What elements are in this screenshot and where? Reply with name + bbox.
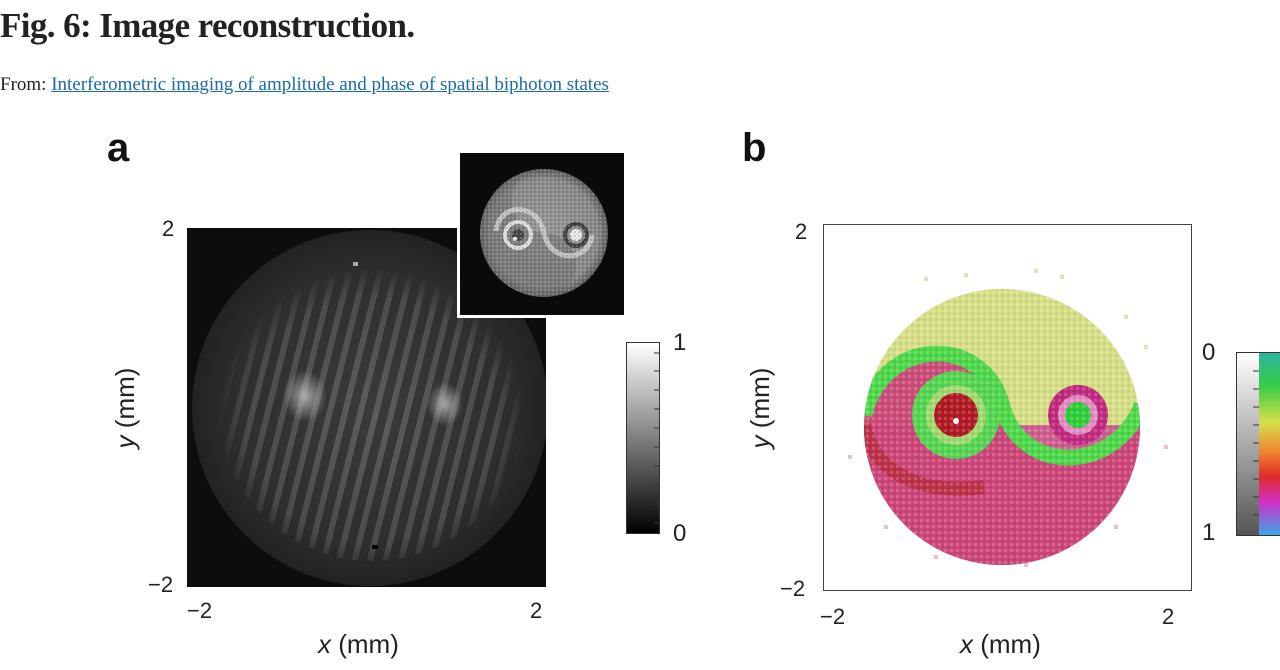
panel-b-phase-map xyxy=(823,224,1192,591)
panel-b-colorbar xyxy=(1236,352,1280,536)
panel-a-x-unit: (mm) xyxy=(338,629,399,659)
panel-b-y-var: y xyxy=(745,435,775,449)
source-line: From: Interferometric imaging of amplitu… xyxy=(0,74,609,96)
panel-a-y-tick-min: −2 xyxy=(148,572,174,597)
panel-a-inset-amplitude xyxy=(457,150,627,318)
panel-b-y-tick-min: −2 xyxy=(780,576,806,601)
panel-a-y-unit: (mm) xyxy=(110,367,140,429)
source-prefix: From: xyxy=(0,74,47,95)
panel-a-letter: a xyxy=(107,126,130,170)
panel-a-x-tick-min: −2 xyxy=(187,598,213,623)
panel-a-x-axis-label: x (mm) xyxy=(318,630,399,658)
panel-b-colorbar-top: 0 xyxy=(1202,339,1216,366)
panel-a-colorbar xyxy=(626,342,660,534)
panel-b-y-tick-max: 2 xyxy=(795,219,808,244)
panel-a-x-tick-max: 2 xyxy=(530,598,543,623)
panel-a-x-var: x xyxy=(318,629,331,659)
source-article-link[interactable]: Interferometric imaging of amplitude and… xyxy=(51,74,609,95)
panel-b-colorbar-bottom: 1 xyxy=(1202,519,1216,546)
figure-title: Fig. 6: Image reconstruction. xyxy=(0,6,415,45)
panel-b-letter: b xyxy=(742,126,767,170)
panel-b-x-axis-label: x (mm) xyxy=(960,630,1041,658)
panel-b-y-axis-label: y (mm) xyxy=(745,353,775,463)
panel-b-x-tick-max: 2 xyxy=(1162,604,1175,629)
panel-b-y-unit: (mm) xyxy=(745,367,775,429)
panel-b-x-tick-min: −2 xyxy=(820,604,846,629)
panel-a-y-tick-max: 2 xyxy=(162,216,175,241)
panel-a-colorbar-max: 1 xyxy=(673,329,687,356)
panel-b-x-unit: (mm) xyxy=(980,629,1041,659)
panel-a-y-axis-label: y (mm) xyxy=(110,353,140,463)
panel-a-colorbar-min: 0 xyxy=(673,520,687,547)
panel-a-y-var: y xyxy=(110,435,140,449)
panel-b-x-var: x xyxy=(960,629,973,659)
